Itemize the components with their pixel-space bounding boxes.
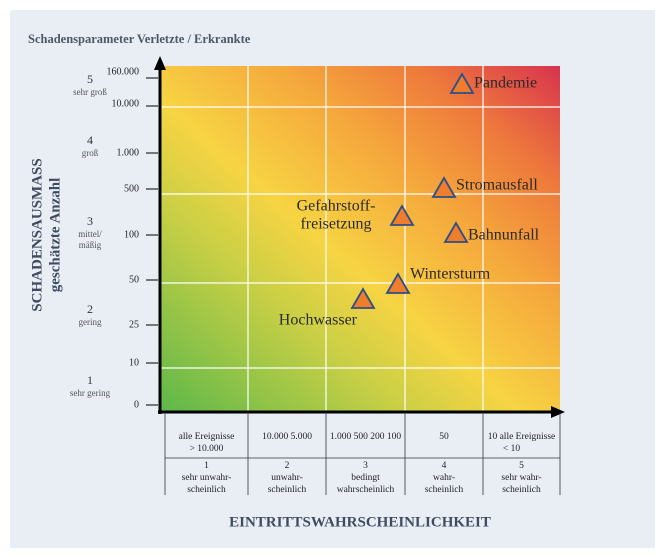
x-tick-label: 50: [439, 432, 449, 442]
x-class-number: 4: [442, 461, 447, 471]
x-tick-label: 10 alle Ereignisse: [488, 432, 556, 442]
x-arrow: [551, 406, 565, 418]
x-tick-label: 10.000 5.000: [262, 432, 312, 442]
x-class-number: 2: [285, 461, 290, 471]
x-class-label: scheinlich: [425, 485, 464, 495]
y-class-label: groß: [82, 148, 99, 158]
risk-label: Hochwasser: [279, 312, 358, 329]
x-class-label: scheinlich: [502, 485, 541, 495]
x-class-label: wahrscheinlich: [337, 485, 395, 495]
x-class-label: scheinlich: [187, 485, 226, 495]
y-tick-label: 50: [129, 274, 139, 285]
y-class-number: 2: [87, 302, 93, 316]
y-arrow: [154, 56, 166, 70]
y-class-number: 1: [87, 373, 93, 387]
risk-marker: [385, 272, 411, 294]
x-class-label: unwahr-: [271, 473, 302, 483]
y-class-label: mittel/: [78, 229, 102, 239]
risk-marker: [443, 221, 469, 243]
axes: [158, 66, 555, 414]
risk-marker: [431, 176, 457, 198]
x-class-number: 3: [363, 461, 368, 471]
y-class-number: 5: [87, 72, 93, 86]
y-tick-label: 100: [124, 229, 139, 240]
labels: SCHADENSAUSMASS geschätzte Anzahl EINTRITT…: [29, 66, 555, 530]
x-tick-label: 1.000 500 200 100: [330, 432, 402, 442]
y-class-label: mäßig: [79, 240, 102, 250]
risk-label: Stromausfall: [456, 177, 538, 194]
title: Schadensparameter Verletzte / Erkrankte: [28, 32, 251, 46]
y-tick-label: 160.000: [107, 66, 140, 77]
risk-label: Wintersturm: [410, 266, 491, 283]
risk-label: freisetzung: [300, 216, 371, 233]
risk-marker: [449, 72, 475, 94]
y-axis-subtitle: geschätzte Anzahl: [47, 178, 63, 293]
y-class-number: 4: [87, 133, 93, 147]
x-class-number: 5: [519, 461, 524, 471]
y-axis-title: SCHADENSAUSMASS: [29, 158, 45, 311]
x-class-label: scheinlich: [268, 485, 307, 495]
y-class-label: sehr groß: [73, 87, 107, 97]
risk-marker: [350, 287, 376, 309]
x-class-label: wahr-: [433, 473, 455, 483]
y-class-label: sehr gering: [70, 388, 111, 398]
risk-label: Gefahrstoff-: [297, 198, 376, 215]
y-tick-label: 25: [129, 319, 139, 330]
grid: [160, 66, 560, 412]
x-tick-label: > 10.000: [190, 444, 224, 454]
y-class-label: gering: [79, 317, 102, 327]
table-lines: [164, 412, 561, 495]
risk-marker: [389, 204, 415, 226]
y-tick-label: 0: [134, 399, 139, 410]
x-class-label: sehr unwahr-: [182, 473, 232, 483]
x-class-number: 1: [204, 461, 209, 471]
x-axis-title: EINTRITTSWAHRSCHEINLICHKEIT: [229, 514, 491, 530]
x-tick-label: < 10: [503, 444, 520, 454]
risk-label: Pandemie: [474, 75, 537, 92]
x-tick-label: alle Ereignisse: [179, 432, 235, 442]
y-tick-label: 10: [129, 357, 139, 368]
x-class-label: sehr wahr-: [501, 473, 541, 483]
risk-label: Bahnunfall: [468, 227, 540, 244]
y-tick-label: 10.000: [112, 98, 140, 109]
heat-area: [160, 66, 560, 412]
y-tick-label: 500: [124, 183, 139, 194]
x-class-label: bedingt: [351, 473, 380, 483]
y-tick-label: 1.000: [117, 147, 140, 158]
y-class-number: 3: [87, 214, 93, 228]
